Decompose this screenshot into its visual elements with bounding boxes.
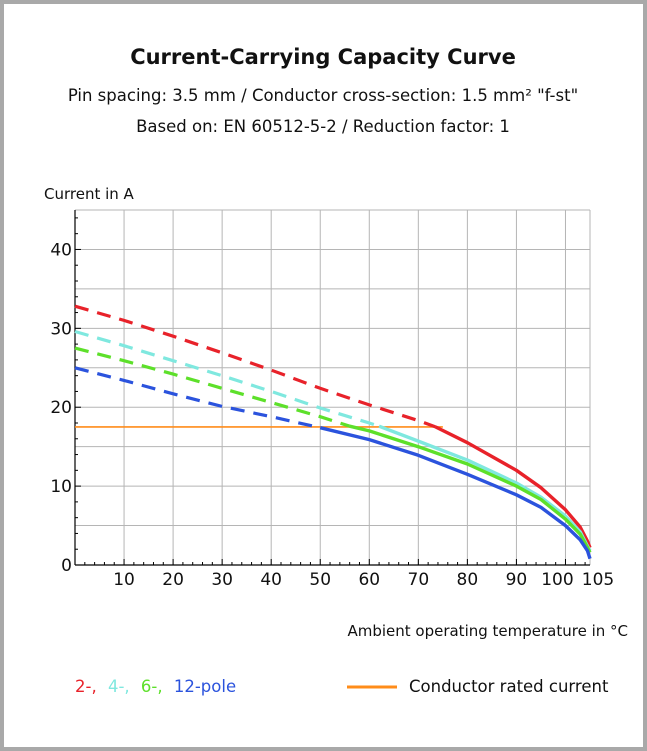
series-2-pole-dashed: [74, 304, 437, 429]
x-tick-label: 90: [506, 570, 528, 590]
x-tick-label: 20: [162, 570, 184, 590]
grid-lines: [75, 209, 591, 565]
chart-subtitle-spacing: Pin spacing: 3.5 mm / Conductor cross-se…: [68, 86, 578, 105]
y-axis-label: Current in A: [44, 185, 135, 203]
x-tick-label: 105: [582, 570, 614, 590]
x-tick-label: 80: [457, 570, 479, 590]
x-tick-label: 50: [309, 570, 331, 590]
legend-4-pole: 4-,: [108, 677, 130, 696]
series-4-pole-dashed: [74, 329, 380, 428]
axes: [74, 210, 590, 566]
legend-rated-label: Conductor rated current: [409, 677, 609, 696]
y-tick-label: 10: [50, 477, 72, 497]
tick-labels: 10 20 30 40 50 60 70 80 90 100 105 0 10 20 30 40: [50, 240, 614, 590]
x-tick-label: 60: [358, 570, 380, 590]
x-axis-label: Ambient operating temperature in °C: [347, 622, 628, 640]
series-6-pole-solid: [349, 424, 592, 554]
series-2-pole-solid: [434, 425, 592, 549]
series-12-pole-solid: [319, 426, 592, 560]
x-tick-label: 40: [260, 570, 282, 590]
y-tick-label: 30: [50, 319, 72, 339]
x-tick-label: 100: [541, 570, 573, 590]
y-tick-label: 40: [50, 240, 72, 260]
x-tick-label: 10: [113, 570, 135, 590]
legend-2-pole: 2-,: [75, 677, 97, 696]
series-12-pole-dashed: [74, 366, 321, 430]
svg-text:2-, 4-, 6-,: 2-, 4-, 6-, 12-pole: [75, 677, 236, 696]
chart-subtitle-standard: Based on: EN 60512-5-2 / Reduction facto…: [136, 117, 510, 136]
legend-12-pole: 12-pole: [174, 677, 236, 696]
legend-6-pole: 6-,: [141, 677, 163, 696]
series-6-pole-dashed: [74, 346, 351, 428]
legend: 2-, 4-, 6-, 12-pole Conductor rated curr…: [75, 677, 609, 696]
y-tick-label: 20: [50, 398, 72, 418]
series-lines: [74, 304, 592, 560]
y-tick-label: 0: [61, 556, 72, 576]
x-tick-label: 30: [211, 570, 233, 590]
x-tick-label: 70: [408, 570, 430, 590]
chart-title: Current-Carrying Capacity Curve: [130, 45, 516, 69]
